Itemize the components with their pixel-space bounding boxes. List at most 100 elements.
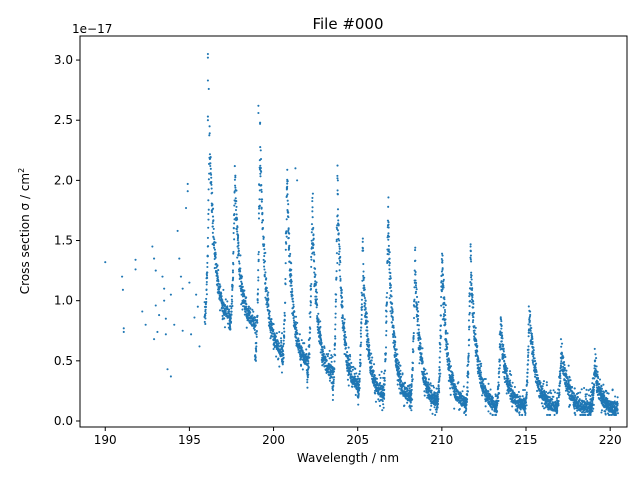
data-point [262, 236, 265, 239]
data-point [614, 413, 618, 417]
data-point [438, 379, 441, 382]
data-point [531, 343, 534, 346]
data-point [586, 403, 589, 406]
data-point [440, 295, 443, 299]
x-tick-label: 205 [346, 433, 369, 447]
data-point [466, 390, 470, 393]
data-point [346, 378, 349, 381]
data-point [335, 270, 338, 273]
data-point [366, 320, 369, 323]
data-point [278, 331, 281, 334]
data-point [410, 409, 413, 412]
data-point [343, 333, 347, 336]
data-point [568, 403, 571, 406]
data-point [344, 336, 347, 339]
data-point [219, 299, 222, 302]
data-point [593, 347, 596, 350]
data-point [240, 282, 244, 285]
data-point [421, 361, 424, 364]
data-point [524, 412, 527, 415]
data-point [245, 303, 248, 306]
data-point [563, 360, 566, 364]
data-point [231, 305, 234, 308]
data-point [439, 372, 442, 375]
data-point [508, 370, 512, 373]
data-point [448, 360, 451, 363]
x-tick-label: 210 [430, 433, 453, 447]
data-point [473, 335, 476, 338]
data-point [368, 344, 371, 347]
data-point [462, 385, 465, 388]
data-point [381, 400, 384, 403]
data-point [251, 314, 254, 317]
data-point [484, 377, 487, 381]
data-point [317, 318, 320, 321]
data-point [532, 355, 535, 358]
data-point [552, 389, 555, 392]
data-point [134, 268, 137, 271]
data-point [400, 375, 403, 378]
data-point [212, 227, 215, 230]
data-point [302, 360, 306, 363]
data-point [360, 303, 363, 306]
data-point [527, 335, 530, 338]
data-point [274, 335, 277, 338]
data-point [207, 226, 210, 229]
data-point [256, 321, 259, 324]
data-point [283, 319, 286, 322]
data-point [535, 370, 538, 374]
data-point [529, 324, 532, 327]
data-point [595, 369, 598, 372]
data-point [347, 354, 350, 357]
data-point [335, 252, 338, 255]
data-point [261, 211, 264, 214]
data-point [497, 372, 500, 375]
data-point [440, 290, 443, 293]
data-point [315, 306, 318, 309]
data-point [212, 207, 215, 210]
data-point [332, 378, 335, 381]
data-point [441, 252, 444, 255]
data-point [321, 346, 324, 349]
data-point [341, 317, 345, 320]
data-point [329, 373, 332, 376]
data-point [214, 256, 217, 259]
data-point [387, 196, 390, 199]
data-point [591, 382, 594, 385]
data-point [414, 284, 417, 287]
data-point [447, 352, 450, 355]
data-point [334, 300, 337, 303]
data-point [293, 315, 296, 318]
data-point [347, 346, 350, 349]
data-point [577, 402, 580, 405]
data-point [313, 260, 316, 263]
data-point [471, 314, 474, 317]
data-point [326, 355, 329, 358]
data-point [267, 291, 270, 294]
data-point [294, 315, 298, 318]
data-point [282, 339, 285, 342]
data-point [347, 384, 350, 387]
data-point [505, 372, 508, 375]
data-point [391, 302, 394, 305]
data-point [313, 253, 316, 256]
data-point [317, 321, 320, 324]
data-point [403, 381, 407, 384]
data-point [216, 284, 219, 287]
data-point [196, 305, 199, 308]
data-point [451, 376, 454, 379]
data-point [219, 285, 222, 288]
data-point [338, 263, 341, 266]
data-point [207, 218, 210, 221]
data-point [310, 255, 313, 259]
data-point [243, 295, 246, 298]
data-point [548, 396, 551, 399]
data-point [419, 347, 422, 350]
data-point [491, 396, 494, 399]
data-point [209, 156, 212, 159]
data-point [596, 370, 599, 373]
data-point [336, 229, 340, 232]
data-point [264, 282, 267, 285]
data-point [435, 387, 438, 390]
data-point [229, 305, 232, 308]
